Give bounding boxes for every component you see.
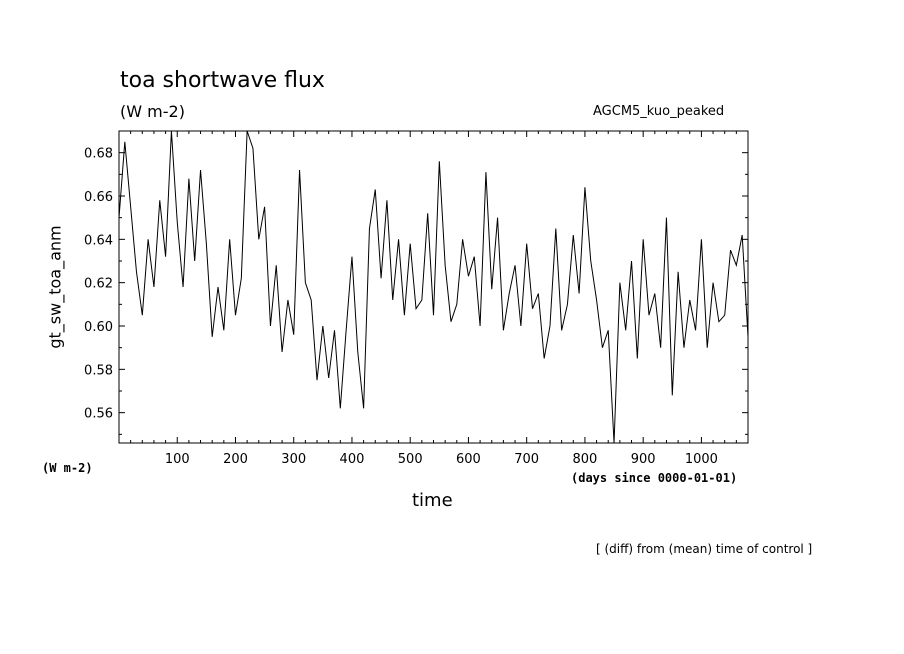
x-tick-label: 500 [398, 452, 423, 467]
plot-frame [118, 130, 749, 444]
y-tick-label: 0.60 [84, 320, 113, 335]
x-tick-label: 700 [514, 452, 539, 467]
x-axis-label: time [412, 490, 453, 511]
y-tick-label: 0.56 [84, 407, 113, 422]
x-units-label: (days since 0000-01-01) [571, 471, 738, 485]
x-tick-label: 100 [165, 452, 190, 467]
x-tick-label: 1000 [685, 452, 718, 467]
model-name-label: AGCM5_kuo_peaked [593, 104, 725, 119]
y-units-label: (W m-2) [42, 461, 93, 475]
x-tick-label: 300 [281, 452, 306, 467]
y-tick-label: 0.68 [84, 147, 113, 162]
x-tick-label: 400 [340, 452, 365, 467]
difference-note: [ (diff) from (mean) time of control ] [596, 542, 813, 556]
y-tick-label: 0.66 [84, 190, 113, 205]
chart-title: toa shortwave flux [120, 68, 325, 93]
chart-units-label: (W m-2) [120, 102, 185, 121]
x-tick-label: 600 [456, 452, 481, 467]
series-line-0 [119, 131, 748, 443]
y-tick-label: 0.62 [84, 277, 113, 292]
x-tick-label: 200 [223, 452, 248, 467]
x-tick-label: 800 [573, 452, 598, 467]
y-tick-label: 0.64 [84, 233, 113, 248]
y-tick-label: 0.58 [84, 363, 113, 378]
x-tick-label: 900 [631, 452, 656, 467]
